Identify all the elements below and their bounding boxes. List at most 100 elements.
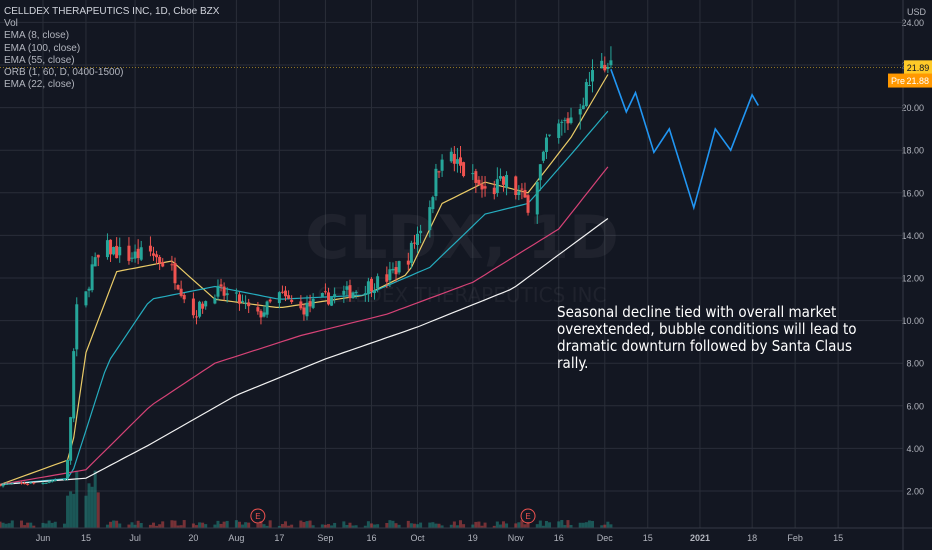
candle-body bbox=[471, 173, 475, 175]
candle-body bbox=[53, 480, 57, 482]
volume-bar bbox=[90, 486, 94, 528]
volume-bar bbox=[452, 521, 456, 528]
candle-body bbox=[342, 290, 346, 295]
candle-body bbox=[474, 171, 478, 183]
legend-ema22[interactable]: EMA (22, close) bbox=[4, 79, 75, 91]
volume-bar bbox=[459, 520, 462, 528]
volume-bar bbox=[354, 525, 358, 528]
volume-bar bbox=[234, 520, 238, 528]
candle-body bbox=[581, 105, 585, 110]
earnings-marker bbox=[520, 508, 536, 524]
candle-body bbox=[391, 268, 395, 271]
volume-bar bbox=[606, 521, 610, 528]
candle-body bbox=[247, 302, 251, 307]
candle-body bbox=[75, 304, 79, 350]
volume-bar bbox=[225, 520, 229, 528]
volume-bar bbox=[219, 523, 223, 528]
candle-body bbox=[87, 288, 91, 291]
candle-body bbox=[265, 301, 269, 315]
volume-bar bbox=[323, 524, 327, 528]
time-tick-label: Aug bbox=[228, 533, 244, 543]
volume-bar bbox=[256, 523, 260, 528]
volume-bar bbox=[194, 525, 198, 528]
time-tick-label: 16 bbox=[366, 533, 376, 543]
volume-bar bbox=[388, 520, 392, 528]
candle-body bbox=[348, 285, 352, 299]
time-tick-label: 16 bbox=[554, 533, 564, 543]
annotation-text[interactable]: Seasonal decline tied with overall marke… bbox=[557, 303, 857, 372]
candle-body bbox=[406, 260, 410, 265]
candle-body bbox=[603, 65, 607, 71]
volume-bar bbox=[32, 525, 36, 528]
candle-body bbox=[434, 168, 438, 197]
volume-bar bbox=[517, 522, 521, 528]
volume-bar bbox=[563, 525, 567, 528]
legend-vol[interactable]: Vol bbox=[4, 18, 18, 30]
candle-body bbox=[1, 484, 5, 487]
volume-bar bbox=[548, 522, 552, 528]
candle-body bbox=[280, 291, 284, 293]
volume-bar bbox=[44, 523, 48, 528]
candle-body bbox=[130, 257, 134, 259]
volume-bar bbox=[87, 483, 91, 528]
volume-bar bbox=[492, 525, 496, 528]
price-tick-label: 14.00 bbox=[901, 231, 924, 241]
candle-body bbox=[198, 301, 202, 317]
price-tick-label: 12.00 bbox=[901, 274, 924, 284]
pre-price-label: Pre bbox=[891, 76, 905, 86]
legend-ema8[interactable]: EMA (8, close) bbox=[4, 30, 70, 42]
volume-bar bbox=[305, 521, 309, 528]
volume-bar bbox=[201, 522, 205, 528]
volume-bar bbox=[280, 524, 284, 528]
candle-body bbox=[287, 295, 291, 299]
earnings-marker-label: E bbox=[255, 512, 260, 521]
volume-bar bbox=[19, 520, 23, 528]
volume-bar bbox=[10, 520, 14, 528]
candle-body bbox=[501, 176, 505, 185]
price-tick-label: 4.00 bbox=[906, 444, 924, 454]
time-tick-label: Jun bbox=[36, 533, 51, 543]
volume-bar bbox=[455, 525, 459, 528]
time-tick-label: Dec bbox=[597, 533, 614, 543]
candle-body bbox=[591, 70, 595, 82]
candle-body bbox=[477, 179, 481, 186]
candle-body bbox=[366, 281, 370, 295]
volume-bar bbox=[498, 524, 502, 528]
volume-bar bbox=[483, 522, 487, 528]
volume-bar bbox=[262, 524, 266, 528]
pre-price-tag bbox=[888, 73, 932, 88]
candle-body bbox=[419, 230, 423, 234]
time-tick-label: Jul bbox=[129, 533, 141, 543]
legend-orb[interactable]: ORB (1, 60, D, 0400-1500) bbox=[4, 67, 124, 79]
candle-body bbox=[127, 245, 131, 261]
candle-body bbox=[557, 123, 561, 138]
volume-bar bbox=[409, 523, 413, 528]
candle-body bbox=[449, 151, 453, 162]
volume-bar bbox=[333, 522, 337, 528]
volume-bar bbox=[152, 522, 155, 528]
volume-bar bbox=[176, 525, 180, 528]
volume-bar bbox=[538, 520, 542, 528]
volume-bar bbox=[72, 493, 76, 528]
volume-bar bbox=[96, 492, 100, 528]
candle-body bbox=[412, 242, 416, 244]
candle-body bbox=[302, 307, 306, 315]
legend-ema55[interactable]: EMA (55, close) bbox=[4, 54, 75, 66]
candles bbox=[0, 46, 613, 488]
candle-body bbox=[182, 295, 186, 300]
volume-bar bbox=[302, 522, 306, 528]
volume-bar bbox=[523, 524, 527, 528]
symbol-title[interactable]: CELLDEX THERAPEUTICS INC, 1D, Cboe BZX bbox=[4, 6, 220, 17]
candle-body bbox=[158, 256, 162, 264]
candle-body bbox=[201, 303, 205, 309]
candle-body bbox=[161, 262, 165, 267]
currency-label[interactable]: USD bbox=[906, 7, 926, 17]
price-tick-label: 2.00 bbox=[906, 487, 924, 497]
legend-ema100[interactable]: EMA (100, close) bbox=[4, 42, 81, 54]
candle-body bbox=[136, 248, 140, 259]
volume-bar bbox=[557, 521, 561, 528]
volume-bar bbox=[391, 520, 395, 528]
volume-bar bbox=[544, 520, 548, 528]
